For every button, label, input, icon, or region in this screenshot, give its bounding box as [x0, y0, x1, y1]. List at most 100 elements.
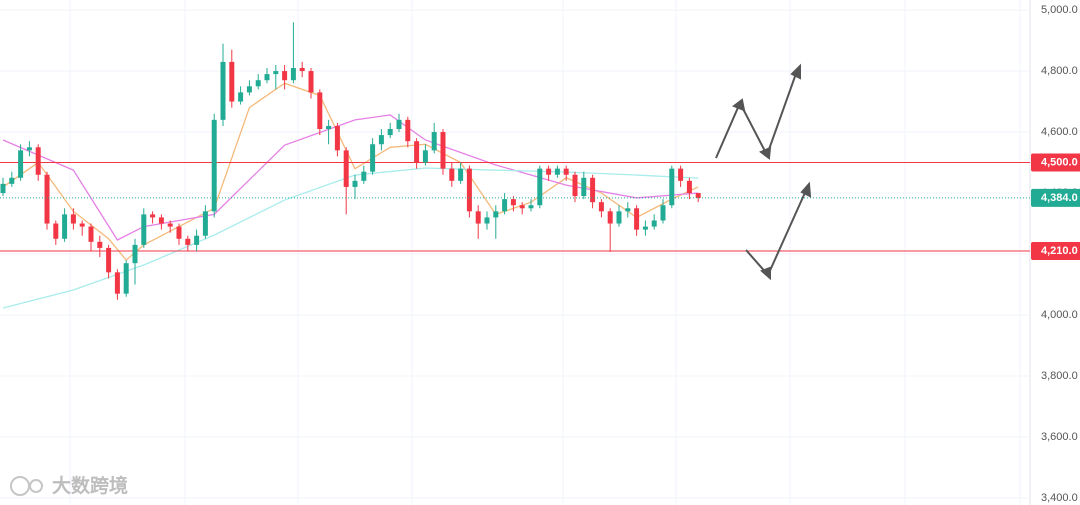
candle-body	[158, 217, 164, 224]
arrow-head	[731, 98, 746, 112]
candle-body	[106, 247, 112, 273]
arrow-head	[760, 266, 771, 281]
candle-body	[202, 211, 208, 236]
candle-body	[414, 141, 420, 163]
candle-body	[660, 205, 666, 221]
candle-body	[405, 119, 411, 142]
candle-body	[282, 71, 288, 81]
candle-body	[326, 125, 332, 129]
arrow-head	[790, 63, 801, 80]
price-tag	[1031, 241, 1080, 260]
candle-body	[299, 68, 305, 72]
candle-body	[273, 71, 279, 75]
candle-body	[616, 211, 622, 224]
candle-body	[97, 241, 103, 248]
candle-body	[590, 177, 596, 203]
candle-body	[642, 226, 648, 230]
candle-body	[185, 238, 191, 245]
candle-body	[484, 217, 490, 224]
drawn-arrows	[715, 63, 812, 281]
candle-body	[449, 168, 455, 181]
arrow-path	[745, 185, 809, 277]
candle-body	[458, 168, 464, 181]
candle-body	[79, 223, 85, 227]
price-tag-label: 4,500.0	[1041, 156, 1078, 168]
price-tag-label: 4,210.0	[1041, 245, 1078, 257]
candle-body	[510, 199, 516, 206]
moving-average	[2, 114, 699, 241]
candle-body	[70, 214, 76, 224]
moving-average	[2, 82, 699, 262]
candle-body	[502, 199, 508, 212]
candle-body	[176, 226, 182, 239]
candle-body	[519, 205, 525, 209]
candle-body	[44, 174, 50, 224]
candle-body	[695, 193, 701, 198]
candle-body	[211, 119, 217, 212]
candle-body	[35, 147, 41, 175]
candle-body	[528, 205, 534, 209]
candle-body	[62, 214, 68, 239]
watermark-logo	[10, 476, 30, 496]
candle-body	[625, 208, 631, 212]
candle-body	[431, 132, 437, 151]
candle-body	[546, 168, 552, 175]
candle-body	[317, 92, 323, 129]
candle-body	[167, 223, 173, 227]
y-tick-label: 4,600.0	[1041, 126, 1078, 138]
y-tick-label: 3,600.0	[1041, 431, 1078, 443]
candle-body	[352, 180, 358, 187]
candle-body	[678, 168, 684, 181]
price-tag	[1031, 188, 1080, 207]
candle-body	[290, 68, 296, 81]
candle-body	[440, 132, 446, 169]
candle-body	[607, 211, 613, 224]
candle-body	[554, 168, 560, 175]
watermark: 大数跨境	[10, 474, 128, 497]
candle-body	[18, 150, 24, 178]
candle-body	[334, 125, 340, 151]
candle-body	[396, 119, 402, 129]
candle-body	[370, 144, 376, 172]
candle-body	[387, 128, 393, 136]
candle-body	[537, 168, 543, 206]
candle-body	[669, 168, 675, 206]
candle-body	[53, 223, 59, 239]
y-tick-label: 4,000.0	[1041, 309, 1078, 321]
candle-body	[563, 168, 569, 175]
candle-body	[132, 244, 138, 264]
candle-body	[308, 71, 314, 93]
candle-body	[378, 135, 384, 145]
candle-body	[634, 208, 640, 230]
candle-body	[220, 61, 226, 120]
candle-body	[343, 150, 349, 187]
candle-body	[686, 180, 692, 194]
candle-body	[651, 220, 657, 227]
y-tick-label: 3,800.0	[1041, 370, 1078, 382]
candle-body	[581, 177, 587, 197]
watermark-text: 大数跨境	[52, 474, 128, 497]
y-tick-label: 5,000.0	[1041, 4, 1078, 16]
candle-body	[0, 183, 6, 194]
price-tag	[1031, 153, 1080, 172]
candle-body	[572, 174, 578, 197]
y-tick-label: 3,400.0	[1041, 492, 1078, 504]
price-tag-label: 4,384.0	[1041, 192, 1078, 204]
candle-body	[150, 214, 156, 218]
candle-body	[88, 226, 94, 242]
candle-body	[422, 150, 428, 163]
time-grid	[69, 0, 1021, 505]
candle-body	[26, 147, 32, 151]
candle-body	[246, 86, 252, 93]
candle-body	[229, 61, 235, 102]
arrow-head	[800, 181, 812, 198]
arrow-head	[759, 146, 772, 160]
candle-body	[598, 202, 604, 212]
candle-body	[194, 235, 200, 245]
candle-body	[123, 263, 129, 294]
candle-body	[361, 171, 367, 181]
candle-body	[493, 211, 499, 218]
